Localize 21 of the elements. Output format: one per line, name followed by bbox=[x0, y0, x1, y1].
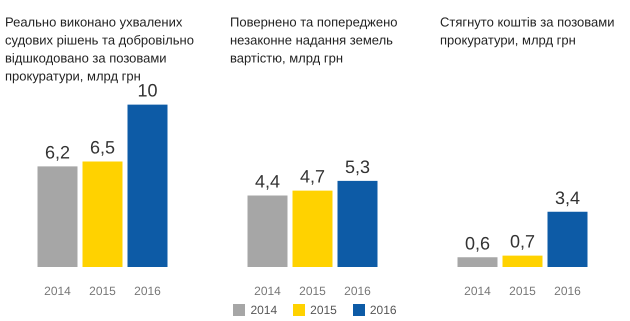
chart-title: Реально виконано ухвалених судових рішень та добровільно відшкодовано за позовами прокуратури, млрд грн bbox=[5, 14, 194, 84]
data-label: 4,4 bbox=[254, 172, 280, 192]
x-tick-label: 2016 bbox=[370, 303, 397, 317]
x-tick-label: 2015 bbox=[89, 284, 116, 298]
x-tick-label: 2014 bbox=[44, 284, 72, 298]
data-label: 3,4 bbox=[554, 188, 580, 208]
x-tick-label: 2014 bbox=[250, 303, 278, 317]
data-label: 0,6 bbox=[464, 233, 490, 254]
x-tick-label: 2015 bbox=[310, 303, 337, 317]
data-label: 6,5 bbox=[90, 137, 116, 158]
x-tick-label: 2016 bbox=[134, 284, 162, 298]
x-tick-label: 2015 bbox=[509, 284, 536, 298]
data-label: 5,3 bbox=[344, 156, 370, 177]
data-label: 10 bbox=[137, 80, 158, 101]
data-label: 4,7 bbox=[300, 166, 326, 187]
chart-title: Стягнуто коштів за позовами прокуратури, млрд грн bbox=[440, 14, 614, 48]
x-tick-label: 2016 bbox=[554, 284, 582, 298]
data-label: 6,2 bbox=[44, 142, 70, 162]
data-label: 0,7 bbox=[510, 232, 536, 252]
x-tick-label: 2014 bbox=[464, 284, 492, 298]
chart-title: Повернено та попереджено незаконне надання земель вартістю, млрд грн bbox=[230, 14, 398, 66]
